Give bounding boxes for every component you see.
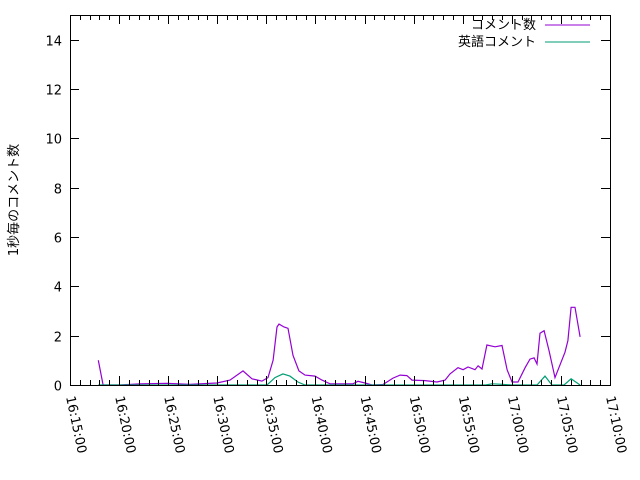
x-tick-label: 16:50:00 (406, 395, 433, 455)
x-tick-label: 17:05:00 (553, 395, 580, 455)
x-tick-label: 16:25:00 (160, 395, 187, 455)
legend-label-1: 英語コメント (458, 34, 536, 50)
y-tick-label: 4 (54, 281, 62, 296)
y-tick-label: 14 (45, 35, 62, 50)
x-tick-label: 16:35:00 (258, 395, 285, 455)
y-tick-label: 6 (54, 232, 62, 247)
x-tick-label: 16:40:00 (308, 395, 335, 455)
y-tick-label: 12 (45, 84, 62, 99)
x-tick-label: 16:45:00 (357, 395, 384, 455)
x-tick-label: 17:00:00 (504, 395, 531, 455)
x-tick-label: 16:55:00 (455, 395, 482, 455)
legend-label-0: コメント数 (471, 18, 536, 33)
y-tick-label: 10 (45, 133, 62, 148)
plot-lines (97, 306, 581, 386)
x-tick-label: 16:30:00 (209, 395, 236, 455)
y-tick-label: 2 (54, 331, 62, 346)
axis-ticks: 0 2 4 6 8 10 12 14 16:15:00 16:20:00 16:25:00 16:30… (45, 15, 629, 455)
y-tick-label: 8 (54, 183, 62, 198)
y-axis-label: 1秒毎のコメント数 (6, 144, 22, 256)
x-tick-label: 16:15:00 (62, 395, 89, 455)
x-tick-label: 16:20:00 (111, 395, 138, 455)
series-line-0 (97, 306, 581, 386)
plot-frame (70, 15, 611, 386)
legend: コメント数 英語コメント (458, 18, 590, 50)
y-tick-label: 0 (54, 380, 62, 395)
x-tick-label: 17:10:00 (602, 395, 629, 455)
